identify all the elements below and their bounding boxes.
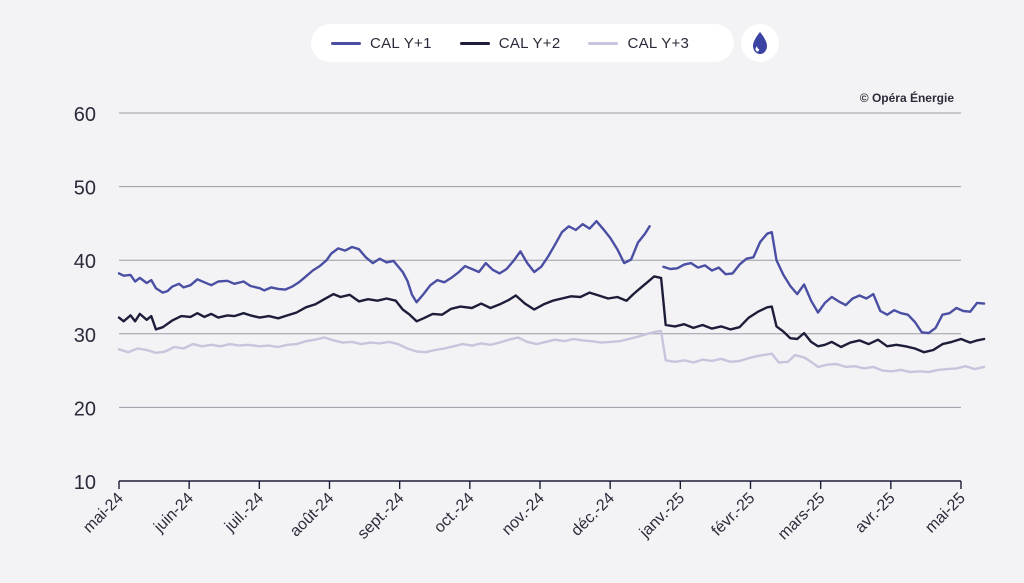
- grid-lines: [119, 112, 961, 408]
- x-axis: mai-24 juin-24 juil.-24 août-24 sept.-24 oct.…: [80, 480, 969, 544]
- y-axis-ticks: 10 20 30 40 50 60: [74, 104, 96, 494]
- legend-swatch-cal-y1: [331, 41, 361, 45]
- y-tick-label: 60: [74, 104, 96, 126]
- x-tick-label: déc.-24: [568, 490, 618, 540]
- x-tick-label: mai-24: [80, 490, 127, 537]
- series-line-cal-y-1: [662, 231, 986, 335]
- legend-label-cal-y3: CAL Y+3: [627, 34, 690, 52]
- chart-legend: CAL Y+1 CAL Y+2 CAL Y+3: [311, 24, 734, 62]
- fuel-type-button[interactable]: [741, 24, 779, 62]
- x-tick-label: févr.-25: [709, 490, 759, 540]
- series-lines: [117, 220, 986, 374]
- x-tick-label: mai-25: [922, 490, 969, 537]
- legend-swatch-cal-y2: [459, 41, 490, 45]
- series-line-cal-y-3: [117, 329, 986, 374]
- y-tick-label: 10: [74, 472, 96, 494]
- x-tick-label: juil.-24: [221, 490, 267, 536]
- x-tick-label: janv.-25: [636, 490, 688, 542]
- x-tick-label: oct.-24: [431, 490, 478, 537]
- copyright-watermark: © Opéra Énergie: [859, 91, 954, 105]
- y-tick-label: 20: [74, 398, 96, 420]
- legend-item-cal-y1[interactable]: CAL Y+1: [331, 35, 432, 52]
- x-tick-label: sept.-24: [355, 490, 408, 543]
- legend-label-cal-y2: CAL Y+2: [498, 34, 561, 52]
- legend-label-cal-y1: CAL Y+1: [370, 34, 432, 52]
- legend-item-cal-y2[interactable]: CAL Y+2: [459, 34, 561, 52]
- series-line-cal-y-2: [117, 275, 986, 354]
- x-tick-label: août-24: [287, 490, 337, 540]
- x-tick-label: mars-25: [775, 490, 829, 544]
- x-tick-label: nov.-24: [499, 490, 548, 539]
- series-line-cal-y-1: [117, 220, 651, 304]
- y-tick-label: 40: [74, 251, 96, 273]
- y-tick-label: 50: [74, 178, 96, 200]
- y-tick-label: 30: [74, 325, 96, 347]
- legend-swatch-cal-y3: [588, 41, 619, 45]
- legend-item-cal-y3[interactable]: CAL Y+3: [588, 35, 689, 52]
- flame-icon: [753, 32, 767, 54]
- x-tick-label: juin-24: [150, 490, 197, 537]
- x-tick-label: avr.-25: [852, 490, 899, 537]
